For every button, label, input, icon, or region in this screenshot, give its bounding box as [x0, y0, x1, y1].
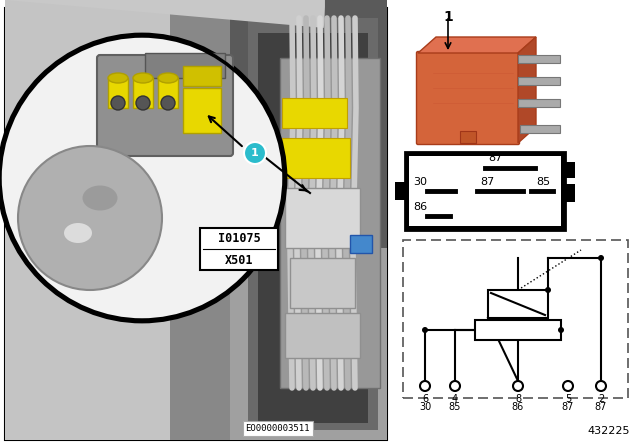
Text: 30: 30	[419, 402, 431, 412]
Text: 4: 4	[452, 394, 458, 404]
Circle shape	[450, 381, 460, 391]
Circle shape	[0, 34, 286, 322]
Text: 1: 1	[443, 10, 453, 24]
Bar	[409, 156, 561, 226]
Text: EO0000003511: EO0000003511	[246, 424, 310, 433]
Circle shape	[136, 96, 150, 110]
Bar	[290, 258, 355, 308]
Bar	[285, 313, 360, 358]
Bar	[183, 66, 221, 86]
Text: 8: 8	[515, 394, 521, 404]
Ellipse shape	[158, 73, 178, 83]
Bar	[258, 33, 368, 423]
Polygon shape	[518, 99, 560, 107]
Polygon shape	[230, 0, 387, 248]
Bar	[460, 131, 476, 143]
Text: 432225: 432225	[588, 426, 630, 436]
Bar	[100, 58, 220, 138]
Polygon shape	[518, 77, 560, 85]
Bar	[403, 240, 628, 398]
FancyBboxPatch shape	[417, 52, 520, 145]
Bar	[200, 228, 278, 270]
Bar	[565, 184, 575, 202]
Polygon shape	[170, 0, 230, 440]
Bar	[282, 98, 347, 128]
Bar	[565, 162, 575, 178]
Circle shape	[18, 146, 162, 290]
Circle shape	[563, 381, 573, 391]
Ellipse shape	[133, 73, 153, 83]
FancyBboxPatch shape	[97, 55, 233, 156]
Polygon shape	[230, 248, 387, 440]
Text: 5: 5	[565, 394, 571, 404]
Bar	[145, 53, 225, 78]
Bar	[133, 78, 153, 108]
Bar	[488, 290, 548, 318]
Bar	[5, 8, 387, 440]
Bar	[248, 18, 378, 430]
Text: 85: 85	[449, 402, 461, 412]
Circle shape	[558, 327, 564, 333]
Circle shape	[545, 287, 551, 293]
Polygon shape	[5, 0, 280, 440]
Text: 87: 87	[480, 177, 494, 187]
Bar	[5, 8, 387, 440]
Bar	[285, 188, 360, 248]
Wedge shape	[5, 0, 325, 28]
Circle shape	[420, 381, 430, 391]
Circle shape	[596, 381, 606, 391]
Circle shape	[598, 255, 604, 261]
Text: 87: 87	[562, 402, 574, 412]
Polygon shape	[520, 125, 560, 133]
Circle shape	[161, 96, 175, 110]
Polygon shape	[518, 55, 560, 63]
Circle shape	[0, 36, 284, 320]
Text: I01075: I01075	[218, 232, 260, 245]
Circle shape	[111, 96, 125, 110]
Text: 85: 85	[536, 177, 550, 187]
Text: 86: 86	[512, 402, 524, 412]
Bar	[280, 58, 380, 388]
Bar	[395, 182, 405, 200]
Ellipse shape	[64, 223, 92, 243]
Bar	[405, 152, 565, 230]
Text: 2: 2	[598, 394, 604, 404]
Text: 87: 87	[595, 402, 607, 412]
Ellipse shape	[83, 185, 118, 211]
Text: 1: 1	[251, 148, 259, 158]
Bar	[400, 0, 640, 448]
Text: 86: 86	[413, 202, 427, 212]
Bar	[282, 138, 350, 178]
Text: X501: X501	[225, 254, 253, 267]
Circle shape	[513, 381, 523, 391]
Circle shape	[244, 142, 266, 164]
Bar	[158, 78, 178, 108]
Text: 6: 6	[422, 394, 428, 404]
Bar	[350, 235, 372, 253]
Bar	[475, 320, 561, 340]
Circle shape	[422, 327, 428, 333]
Polygon shape	[418, 37, 536, 53]
Bar	[108, 78, 128, 108]
Polygon shape	[518, 37, 536, 143]
Text: 30: 30	[413, 177, 427, 187]
Bar	[183, 88, 221, 133]
Text: 87: 87	[488, 153, 502, 163]
Ellipse shape	[108, 73, 128, 83]
